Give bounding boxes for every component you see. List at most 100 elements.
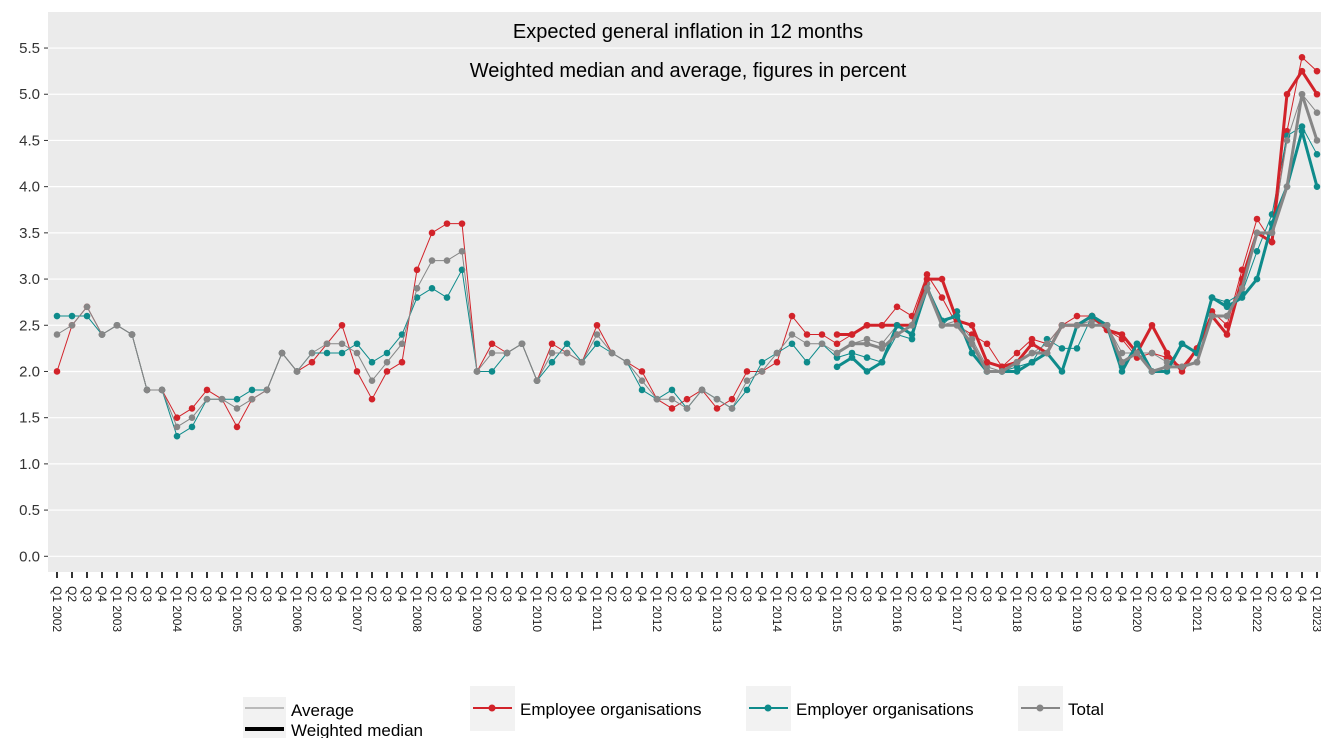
data-point [803, 340, 811, 348]
data-point [563, 340, 571, 348]
data-point [533, 377, 541, 385]
y-tick-label: 3.5 [19, 225, 40, 242]
x-tick-label: Q3 [320, 586, 334, 602]
data-point [323, 340, 331, 348]
data-point [383, 349, 391, 357]
x-tick-label: Q3 [80, 586, 94, 602]
data-point [53, 368, 61, 375]
data-point [1298, 127, 1306, 135]
data-point [923, 285, 931, 292]
data-point [338, 340, 346, 348]
legend-label: Total [1068, 700, 1104, 719]
x-tick-label: Q2 [125, 586, 139, 602]
data-point [1133, 340, 1141, 348]
data-point [1283, 127, 1291, 135]
x-tick-label: Q1 2010 [530, 586, 544, 632]
data-point [368, 377, 376, 385]
data-point [968, 321, 976, 329]
data-point [1148, 321, 1156, 329]
x-tick-label: Q3 [1280, 586, 1294, 602]
data-point [353, 349, 361, 357]
data-point [68, 312, 76, 320]
data-point [518, 340, 526, 348]
data-point [188, 423, 196, 431]
data-point [368, 358, 376, 366]
x-tick-label: Q4 [455, 586, 469, 602]
x-tick-label: Q1 2012 [650, 586, 664, 632]
chart-subtitle: Weighted median and average, figures in … [470, 60, 907, 82]
data-point [323, 349, 331, 357]
x-tick-label: Q4 [1235, 586, 1249, 602]
data-point [1148, 368, 1156, 375]
x-tick-label: Q1 2021 [1190, 586, 1204, 632]
data-point [908, 321, 916, 329]
data-point [623, 358, 631, 366]
data-point [1223, 298, 1231, 306]
data-point [1118, 368, 1126, 375]
x-tick-label: Q4 [815, 586, 829, 602]
data-point [413, 285, 421, 292]
data-point [1253, 275, 1261, 283]
data-point [713, 395, 721, 403]
data-point [1118, 331, 1126, 338]
y-tick-label: 3.0 [19, 271, 40, 288]
data-point [353, 340, 361, 348]
x-tick-label: Q3 [980, 586, 994, 602]
y-tick-label: 4.0 [19, 179, 40, 196]
data-point [593, 321, 601, 329]
data-point [548, 349, 556, 357]
data-point [848, 340, 856, 348]
x-tick-label: Q3 [740, 586, 754, 602]
x-tick-label: Q1 2006 [290, 586, 304, 632]
data-point [188, 414, 196, 421]
data-point [1268, 229, 1276, 237]
data-point [383, 368, 391, 375]
y-tick-label: 1.0 [19, 456, 40, 473]
x-tick-label: Q3 [1040, 586, 1054, 602]
data-point [1148, 349, 1156, 357]
x-tick-label: Q1 2020 [1130, 586, 1144, 632]
y-tick-label: 5.0 [19, 86, 40, 103]
data-point [128, 331, 136, 338]
data-point [488, 368, 496, 375]
data-point [1313, 183, 1321, 190]
x-tick-label: Q4 [1175, 586, 1189, 602]
x-tick-label: Q2 [1205, 586, 1219, 602]
data-point [698, 386, 706, 394]
data-point [293, 368, 301, 375]
data-point [1283, 90, 1291, 98]
data-point [1058, 321, 1066, 329]
data-point [563, 349, 571, 357]
data-point [1133, 349, 1141, 357]
data-point [938, 294, 946, 301]
x-tick-label: Q3 [380, 586, 394, 602]
data-point [1043, 335, 1051, 343]
y-tick-label: 0.0 [19, 548, 40, 565]
data-point [1208, 312, 1216, 320]
data-point [578, 358, 586, 366]
data-point [1298, 53, 1306, 61]
data-point [248, 395, 256, 403]
data-point [863, 340, 871, 348]
x-tick-label: Q2 [365, 586, 379, 602]
data-point [683, 395, 691, 403]
data-point [1073, 321, 1081, 329]
x-tick-label: Q1 2011 [590, 586, 604, 631]
legend-label: Employee organisations [520, 700, 701, 719]
data-point [773, 349, 781, 357]
data-point [788, 312, 796, 320]
x-tick-label: Q4 [575, 586, 589, 602]
x-tick-label: Q3 [1160, 586, 1174, 602]
data-point [833, 340, 841, 348]
data-point [668, 405, 676, 412]
data-point [743, 368, 751, 375]
x-tick-label: Q1 2009 [470, 586, 484, 632]
y-tick-label: 5.5 [19, 40, 40, 57]
chart-title: Expected general inflation in 12 months [513, 21, 863, 43]
data-point [593, 331, 601, 338]
x-tick-label: Q4 [875, 586, 889, 602]
data-point [593, 340, 601, 348]
data-point [548, 358, 556, 366]
data-point [668, 386, 676, 394]
data-point [1043, 349, 1051, 357]
